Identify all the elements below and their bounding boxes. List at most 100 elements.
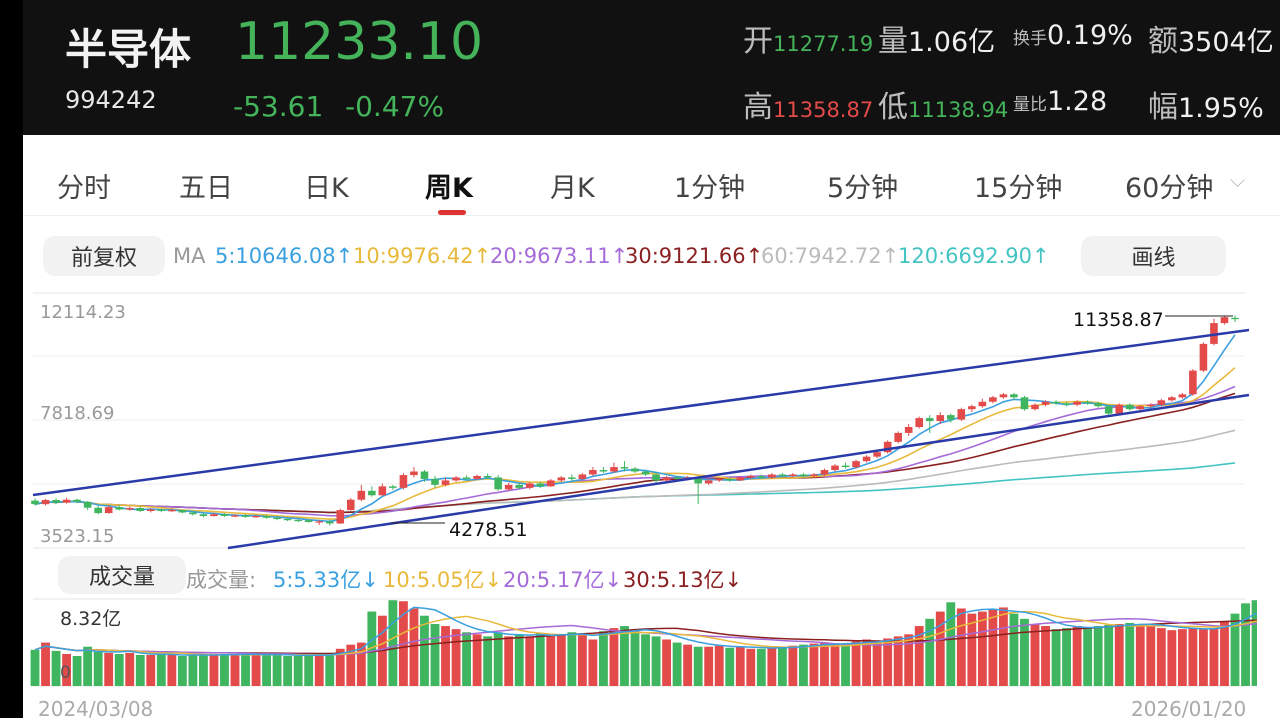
candle-body bbox=[168, 510, 176, 512]
volume-chart[interactable]: 8.32亿 0 bbox=[23, 598, 1257, 688]
candle-body bbox=[715, 478, 723, 481]
candle-body bbox=[1125, 404, 1134, 410]
volume-bar bbox=[304, 654, 314, 686]
candle-body bbox=[925, 418, 934, 422]
tab-15-minute[interactable]: 15分钟 bbox=[974, 173, 1063, 204]
candle bbox=[610, 462, 618, 473]
volume-bar bbox=[420, 615, 429, 686]
high-label: 高 bbox=[743, 90, 773, 125]
candle-body bbox=[273, 517, 281, 520]
volume-indicator-button[interactable]: 成交量 bbox=[58, 556, 186, 594]
candle bbox=[652, 472, 660, 484]
candle bbox=[52, 498, 60, 505]
volume-bar bbox=[1051, 629, 1061, 686]
candle-body bbox=[399, 475, 408, 488]
volume-ma5: 5:5.33亿↓ bbox=[273, 568, 379, 592]
candle bbox=[178, 509, 187, 514]
volume-label: 成交量: bbox=[186, 568, 257, 592]
volume-bar bbox=[1009, 613, 1019, 686]
candle bbox=[210, 513, 218, 517]
tab-weekly-k[interactable]: 周K bbox=[425, 173, 473, 204]
candle-body bbox=[641, 471, 650, 475]
volume-bar bbox=[177, 656, 187, 686]
adjust-mode-button[interactable]: 前复权 bbox=[43, 236, 165, 276]
low-marker-label: 4278.51 bbox=[449, 519, 528, 541]
trend-channel-lower[interactable] bbox=[227, 393, 1250, 550]
volume-bar bbox=[220, 653, 229, 686]
amplitude-stat: 幅1.95% bbox=[1148, 82, 1264, 126]
tab-60-minute[interactable]: 60分钟 bbox=[1125, 173, 1214, 204]
candle bbox=[452, 475, 460, 482]
candle-body bbox=[852, 461, 860, 468]
amount-stat: 额3504亿 bbox=[1148, 16, 1274, 60]
candle-body bbox=[599, 470, 608, 472]
trend-channel-upper[interactable] bbox=[32, 328, 1250, 497]
volume-bar bbox=[662, 639, 671, 686]
candle-body bbox=[483, 475, 492, 478]
ma5-line bbox=[34, 334, 1236, 523]
candle-body bbox=[1073, 401, 1081, 405]
candle-body bbox=[420, 471, 429, 479]
candle-body bbox=[757, 475, 766, 478]
turnover-stat: 换手0.19% bbox=[1013, 20, 1133, 51]
volume-bar bbox=[146, 654, 156, 686]
candle bbox=[641, 470, 650, 476]
candle-body bbox=[894, 432, 902, 442]
candle-body bbox=[778, 474, 787, 476]
volume-bar bbox=[1167, 630, 1177, 686]
candle-body bbox=[947, 415, 955, 420]
candle-body bbox=[1104, 406, 1113, 414]
end-date-label: 2026/01/20 bbox=[1131, 697, 1247, 718]
candle bbox=[1136, 404, 1145, 411]
volume-bar bbox=[1209, 628, 1219, 686]
volume-ratio-stat: 量比1.28 bbox=[1013, 86, 1107, 117]
candle-body bbox=[125, 508, 134, 510]
candle-body bbox=[231, 515, 239, 517]
tab-1-minute[interactable]: 1分钟 bbox=[674, 173, 746, 204]
volume-bar bbox=[746, 648, 756, 686]
tab-daily-k[interactable]: 日K bbox=[304, 173, 349, 204]
candle-body bbox=[1210, 323, 1218, 344]
volume-bar bbox=[1104, 625, 1114, 686]
price-change: -53.61 bbox=[233, 90, 324, 123]
chevron-down-icon[interactable]: ⌵ bbox=[1230, 168, 1246, 192]
volume-bar bbox=[472, 634, 482, 686]
candle bbox=[715, 477, 723, 482]
candle-body bbox=[904, 426, 913, 433]
draw-line-button[interactable]: 画线 bbox=[1081, 236, 1226, 276]
candle-body bbox=[799, 474, 808, 476]
candle bbox=[83, 501, 92, 511]
volume-bar bbox=[567, 632, 577, 686]
volume-bar bbox=[641, 634, 650, 686]
volume-bar bbox=[1146, 626, 1156, 686]
candle-body bbox=[1147, 404, 1155, 407]
tab-5-minute[interactable]: 5分钟 bbox=[827, 173, 899, 204]
candle bbox=[1168, 395, 1176, 402]
volume-bar bbox=[1030, 623, 1040, 686]
candle-body bbox=[389, 486, 397, 488]
volume-bar bbox=[820, 642, 829, 686]
candle bbox=[662, 475, 671, 482]
volume-ma20: 20:5.17亿↓ bbox=[503, 568, 623, 592]
candlestick-chart[interactable]: 12114.23 7818.69 3523.15 11358.87 4278.5… bbox=[23, 292, 1257, 550]
candle bbox=[631, 467, 639, 473]
volume-bar bbox=[156, 653, 166, 686]
tab-intraday[interactable]: 分时 bbox=[57, 173, 111, 204]
volume-bar bbox=[725, 647, 735, 686]
candle-body bbox=[704, 480, 713, 484]
candle bbox=[1104, 404, 1113, 417]
tab-five-day[interactable]: 五日 bbox=[179, 173, 233, 204]
candle bbox=[1052, 400, 1060, 405]
candle-body bbox=[915, 418, 923, 427]
y-axis-min-label: 3523.15 bbox=[40, 526, 114, 547]
tab-monthly-k[interactable]: 月K bbox=[550, 173, 595, 204]
candle-body bbox=[115, 507, 123, 510]
volume-bar bbox=[1020, 618, 1029, 686]
amplitude-value: 1.95% bbox=[1178, 93, 1264, 124]
candle bbox=[936, 412, 945, 425]
high-value: 11358.87 bbox=[773, 98, 874, 122]
volume-bar bbox=[72, 656, 82, 686]
index-code: 994242 bbox=[65, 86, 157, 114]
ma-legend-bar: 前复权 MA 5:10646.08↑ 10:9976.42↑ 20:9673.1… bbox=[23, 234, 1280, 278]
candle bbox=[147, 508, 155, 513]
